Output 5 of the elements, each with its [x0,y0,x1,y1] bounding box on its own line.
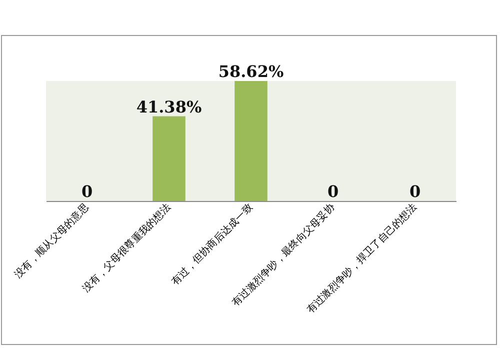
data-label: 58.62% [218,62,284,81]
data-label: 0 [81,182,93,201]
data-label: 0 [409,182,421,201]
data-label: 41.38% [136,97,202,116]
data-label: 0 [327,182,339,201]
